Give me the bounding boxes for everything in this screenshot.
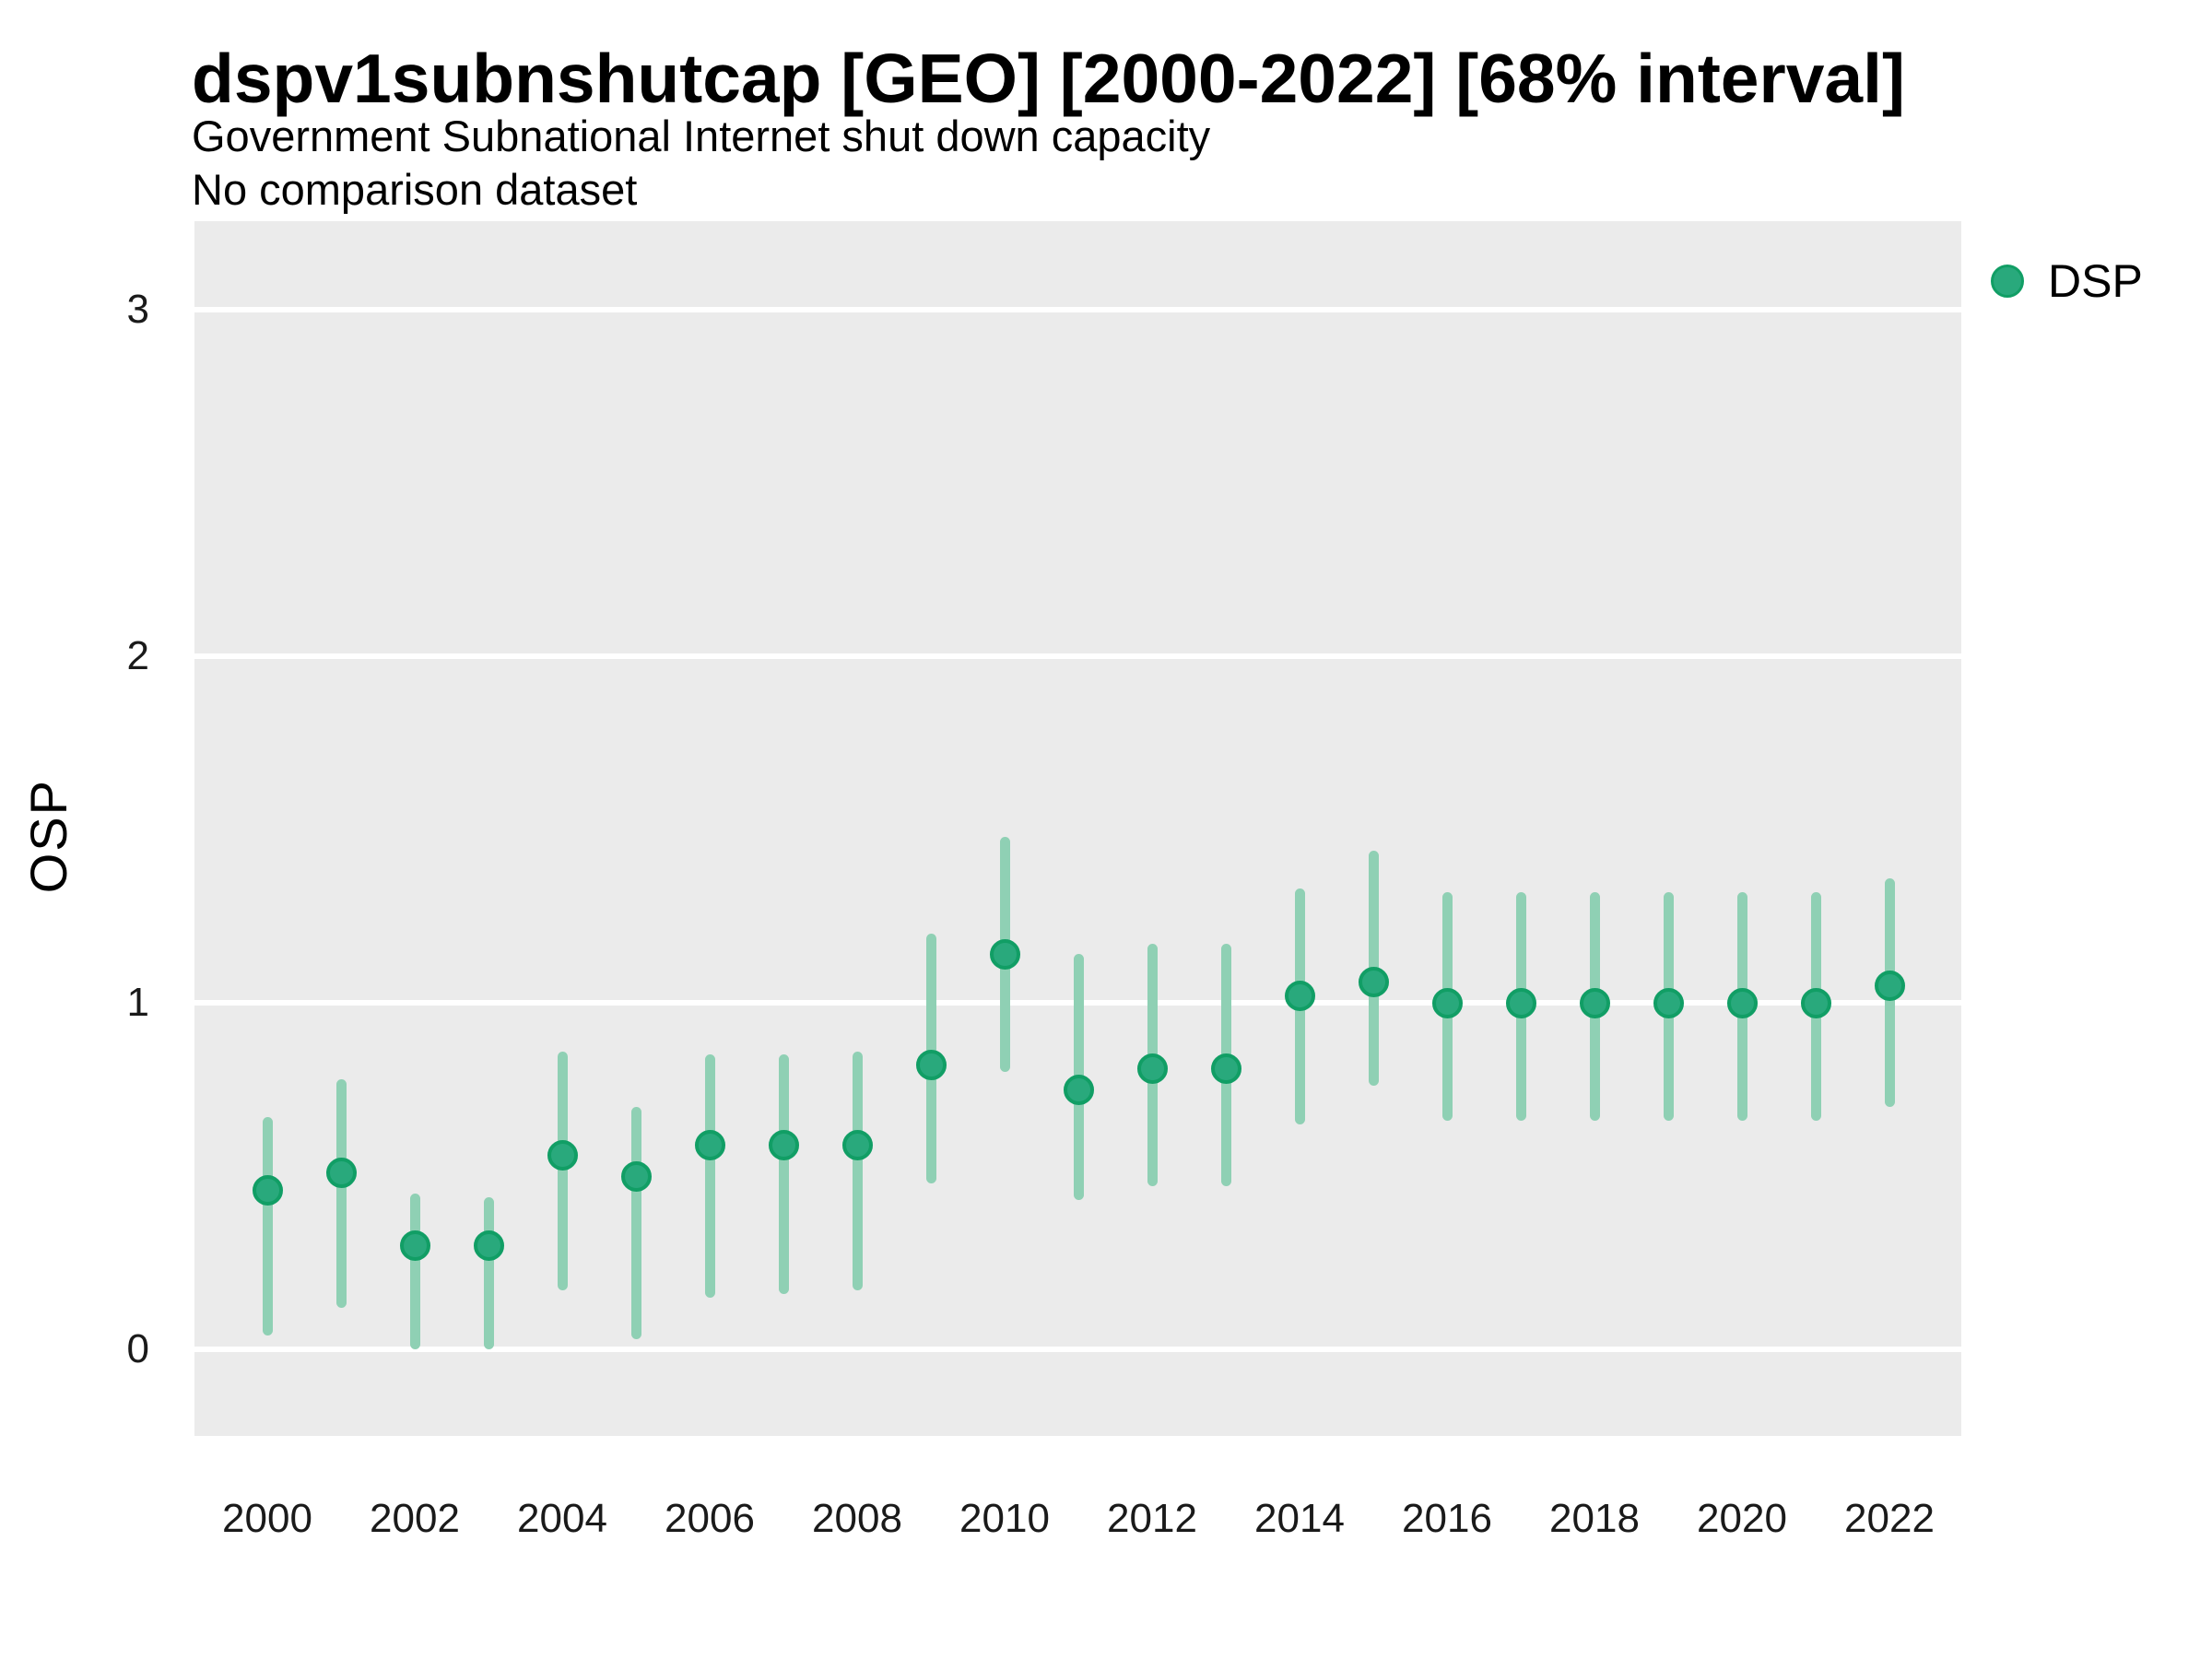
x-tick-label-2002: 2002 <box>370 1496 460 1541</box>
chart-title: dspv1subnshutcap [GEO] [2000-2022] [68% … <box>192 40 1905 117</box>
data-point-2003 <box>473 1230 504 1261</box>
y-gridline-0 <box>194 1347 1961 1352</box>
data-point-2019 <box>1653 987 1684 1018</box>
x-tick-label-2010: 2010 <box>959 1496 1050 1541</box>
y-tick-label-3: 3 <box>126 287 149 332</box>
chart-subtitle: Government Subnational Internet shut dow… <box>192 112 1211 160</box>
data-point-2000 <box>252 1174 283 1206</box>
interval-bar-2002 <box>409 1193 420 1349</box>
data-point-2013 <box>1210 1053 1241 1084</box>
x-tick-label-2022: 2022 <box>1844 1496 1935 1541</box>
x-tick-label-2018: 2018 <box>1549 1496 1640 1541</box>
data-point-2012 <box>1136 1053 1168 1084</box>
data-point-2022 <box>1874 970 1905 1001</box>
plot-panel <box>194 221 1961 1436</box>
chart-note: No comparison dataset <box>192 165 638 214</box>
data-point-2010 <box>989 938 1020 970</box>
y-gridline-2 <box>194 653 1961 659</box>
y-tick-label-1: 1 <box>126 980 149 1025</box>
interval-bar-2006 <box>704 1054 715 1298</box>
data-point-2005 <box>620 1160 652 1192</box>
y-gridline-3 <box>194 307 1961 312</box>
x-tick-label-2004: 2004 <box>517 1496 607 1541</box>
data-point-2016 <box>1431 987 1463 1018</box>
x-tick-label-2014: 2014 <box>1254 1496 1345 1541</box>
data-point-2015 <box>1358 966 1389 997</box>
data-point-2018 <box>1579 987 1610 1018</box>
data-point-2006 <box>694 1129 725 1160</box>
data-point-2017 <box>1505 987 1536 1018</box>
y-tick-label-0: 0 <box>126 1326 149 1371</box>
data-point-2014 <box>1284 980 1315 1011</box>
data-point-2011 <box>1063 1074 1094 1105</box>
data-point-2004 <box>547 1139 578 1171</box>
data-point-2008 <box>841 1129 873 1160</box>
x-tick-label-2008: 2008 <box>812 1496 902 1541</box>
interval-bar-2000 <box>262 1117 273 1335</box>
interval-bar-2008 <box>852 1051 863 1291</box>
interval-bar-2003 <box>483 1196 494 1349</box>
interval-bar-2005 <box>630 1106 641 1339</box>
x-tick-label-2012: 2012 <box>1107 1496 1197 1541</box>
data-point-2007 <box>768 1129 799 1160</box>
data-point-2001 <box>325 1157 357 1188</box>
y-tick-label-2: 2 <box>126 633 149 678</box>
y-axis-title: OSP <box>19 779 77 894</box>
interval-bar-2004 <box>557 1051 568 1291</box>
legend: DSP <box>1991 254 2143 308</box>
data-point-2009 <box>915 1050 947 1081</box>
x-tick-label-2006: 2006 <box>665 1496 755 1541</box>
data-point-2021 <box>1800 987 1831 1018</box>
data-point-2002 <box>399 1230 430 1261</box>
x-tick-label-2016: 2016 <box>1402 1496 1492 1541</box>
legend-dot-swatch <box>1991 265 2024 298</box>
x-tick-label-2000: 2000 <box>222 1496 312 1541</box>
legend-series-label: DSP <box>2048 255 2143 307</box>
data-point-2020 <box>1726 987 1758 1018</box>
x-tick-label-2020: 2020 <box>1697 1496 1787 1541</box>
interval-bar-2001 <box>335 1078 347 1308</box>
interval-bar-2007 <box>778 1054 789 1294</box>
